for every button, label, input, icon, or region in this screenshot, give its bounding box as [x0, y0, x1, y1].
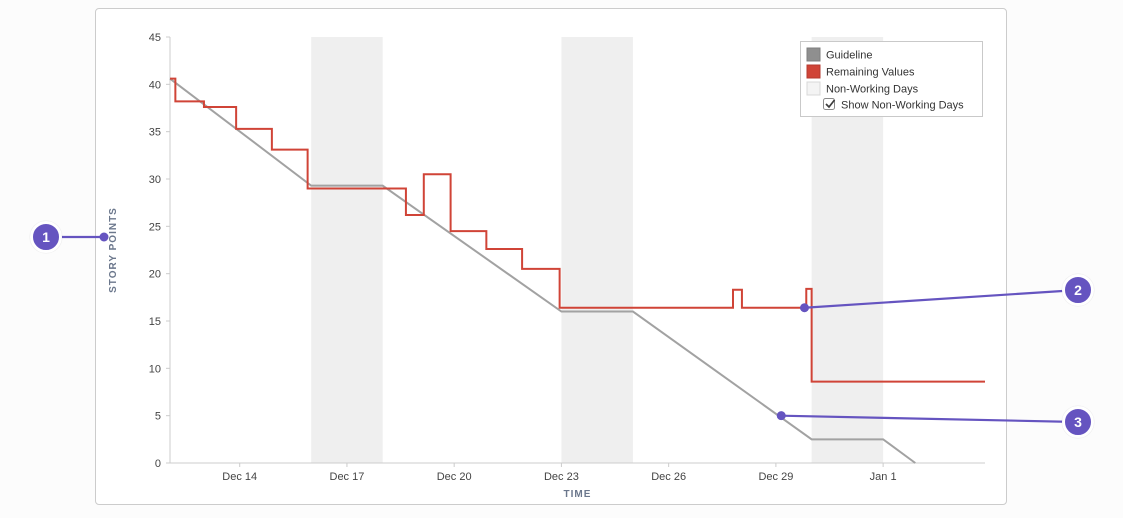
- callout-badge-1-label: 1: [42, 229, 50, 245]
- callout-badge-2[interactable]: 2: [1062, 274, 1094, 306]
- callout-badge-1[interactable]: 1: [30, 221, 62, 253]
- callout-badge-3[interactable]: 3: [1062, 406, 1094, 438]
- burndown-chart-card: [95, 8, 1007, 505]
- callout-badge-3-label: 3: [1074, 414, 1082, 430]
- callout-badge-2-label: 2: [1074, 282, 1082, 298]
